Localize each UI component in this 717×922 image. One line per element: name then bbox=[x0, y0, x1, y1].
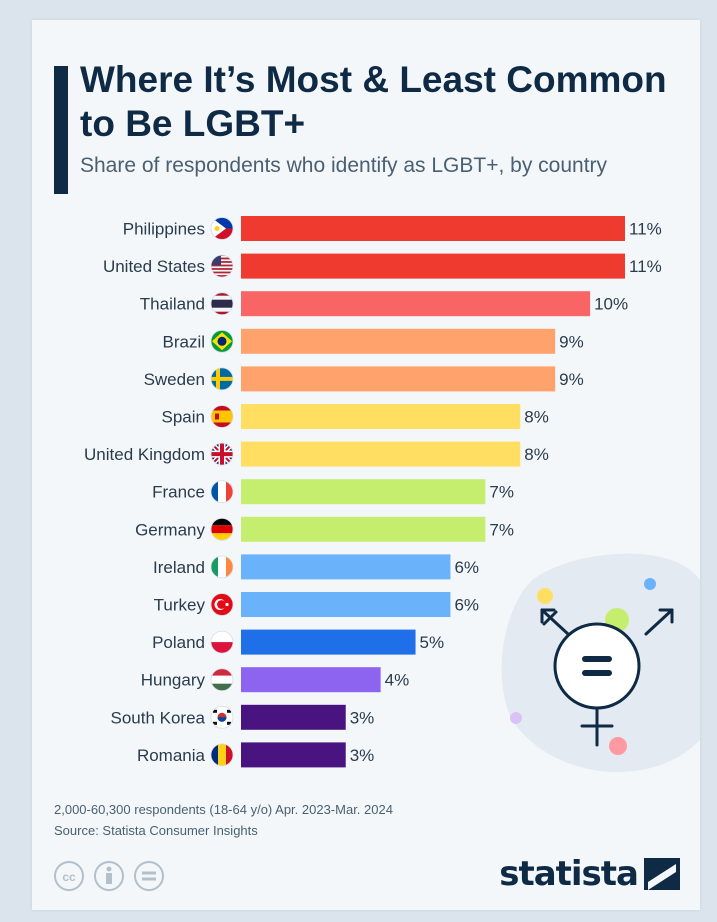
bar-row: Germany 7% bbox=[135, 516, 514, 542]
value-label: 6% bbox=[454, 558, 479, 577]
germany-flag-icon bbox=[210, 517, 234, 541]
bar bbox=[241, 441, 521, 467]
bar bbox=[241, 667, 381, 693]
category-label: Spain bbox=[162, 408, 205, 427]
bar bbox=[241, 742, 346, 768]
category-label: Thailand bbox=[140, 295, 205, 314]
value-label: 3% bbox=[350, 746, 375, 765]
source-footnote: Source: Statista Consumer Insights bbox=[54, 823, 258, 838]
bar-row: Philippines 11% bbox=[123, 216, 662, 241]
united-states-flag-icon bbox=[210, 254, 234, 278]
brazil-flag-icon bbox=[210, 329, 234, 353]
svg-text:cc: cc bbox=[62, 870, 76, 884]
category-label: United Kingdom bbox=[84, 445, 205, 464]
category-label: Ireland bbox=[153, 558, 205, 577]
category-label: Hungary bbox=[141, 671, 206, 690]
statista-logo: statista bbox=[499, 854, 680, 894]
sample-footnote: 2,000-60,300 respondents (18-64 y/o) Apr… bbox=[54, 802, 393, 817]
romania-flag-icon bbox=[210, 743, 234, 767]
statista-wordmark: statista bbox=[499, 854, 639, 894]
bar-row: South Korea 3% bbox=[110, 704, 375, 730]
bar-row: United States 11% bbox=[103, 253, 662, 279]
chart-subtitle: Share of respondents who identify as LGB… bbox=[80, 154, 608, 177]
attribution-icon bbox=[94, 861, 124, 891]
value-label: 3% bbox=[350, 708, 375, 727]
statista-mark-icon bbox=[644, 858, 680, 890]
value-label: 10% bbox=[594, 295, 628, 314]
philippines-flag-icon bbox=[210, 217, 234, 240]
bar bbox=[241, 253, 625, 279]
ireland-flag-icon bbox=[210, 555, 234, 579]
bar-row: Romania 3% bbox=[137, 742, 375, 768]
value-label: 7% bbox=[489, 520, 514, 539]
south-korea-flag-icon bbox=[210, 705, 234, 729]
hungary-flag-icon bbox=[210, 668, 234, 692]
bar bbox=[241, 554, 451, 580]
bar bbox=[241, 479, 486, 505]
category-label: Philippines bbox=[123, 220, 205, 239]
sweden-flag-icon bbox=[210, 367, 234, 391]
bar-row: Hungary 4% bbox=[141, 667, 410, 693]
france-flag-icon bbox=[210, 480, 234, 504]
value-label: 9% bbox=[559, 370, 584, 389]
category-label: Sweden bbox=[144, 370, 205, 389]
bar bbox=[241, 328, 556, 354]
license-icons: cc bbox=[54, 861, 164, 891]
value-label: 11% bbox=[629, 257, 662, 276]
bar-row: Ireland 6% bbox=[153, 554, 479, 580]
category-label: Germany bbox=[135, 520, 205, 539]
value-label: 5% bbox=[420, 633, 445, 652]
chart-title: Where It’s Most & Least Common to Be LGB… bbox=[80, 59, 667, 144]
value-label: 4% bbox=[385, 671, 410, 690]
value-label: 8% bbox=[524, 445, 549, 464]
category-label: Romania bbox=[137, 746, 206, 765]
bar bbox=[241, 629, 416, 655]
bar-row: Thailand 10% bbox=[140, 291, 628, 317]
bar bbox=[241, 592, 451, 617]
value-label: 7% bbox=[489, 483, 514, 502]
bar-row: Spain 8% bbox=[162, 404, 549, 429]
spain-flag-icon bbox=[210, 405, 234, 428]
bar bbox=[241, 704, 346, 730]
category-label: South Korea bbox=[110, 708, 205, 727]
category-label: Poland bbox=[152, 633, 205, 652]
transgender-symbol-icon bbox=[501, 553, 700, 773]
bar-row: France 7% bbox=[152, 479, 514, 505]
turkey-flag-icon bbox=[210, 593, 234, 616]
bar-row: United Kingdom 8% bbox=[84, 441, 549, 467]
value-label: 8% bbox=[524, 408, 549, 427]
bar bbox=[241, 404, 521, 429]
category-label: Turkey bbox=[154, 596, 206, 615]
value-label: 11% bbox=[629, 220, 662, 239]
value-label: 9% bbox=[559, 332, 584, 351]
no-derivatives-icon bbox=[134, 861, 164, 891]
united-kingdom-flag-icon bbox=[210, 442, 234, 466]
creative-commons-icon: cc bbox=[54, 861, 84, 891]
bar-row: Poland 5% bbox=[152, 629, 445, 655]
bar-row: Sweden 9% bbox=[144, 366, 584, 392]
bar bbox=[241, 291, 591, 317]
bar bbox=[241, 516, 486, 542]
bar bbox=[241, 366, 556, 392]
bar bbox=[241, 216, 625, 241]
value-label: 6% bbox=[454, 596, 479, 615]
title-accent-bar bbox=[54, 66, 68, 194]
thailand-flag-icon bbox=[210, 292, 234, 316]
bar-row: Turkey 6% bbox=[154, 592, 479, 617]
chart-card: Where It’s Most & Least Common to Be LGB… bbox=[32, 20, 700, 910]
bar-row: Brazil 9% bbox=[162, 328, 584, 354]
category-label: United States bbox=[103, 257, 205, 276]
bar-chart: Philippines 11% United States 11% Thailand 10… bbox=[84, 216, 700, 773]
poland-flag-icon bbox=[210, 630, 234, 654]
category-label: France bbox=[152, 483, 205, 502]
category-label: Brazil bbox=[162, 332, 205, 351]
